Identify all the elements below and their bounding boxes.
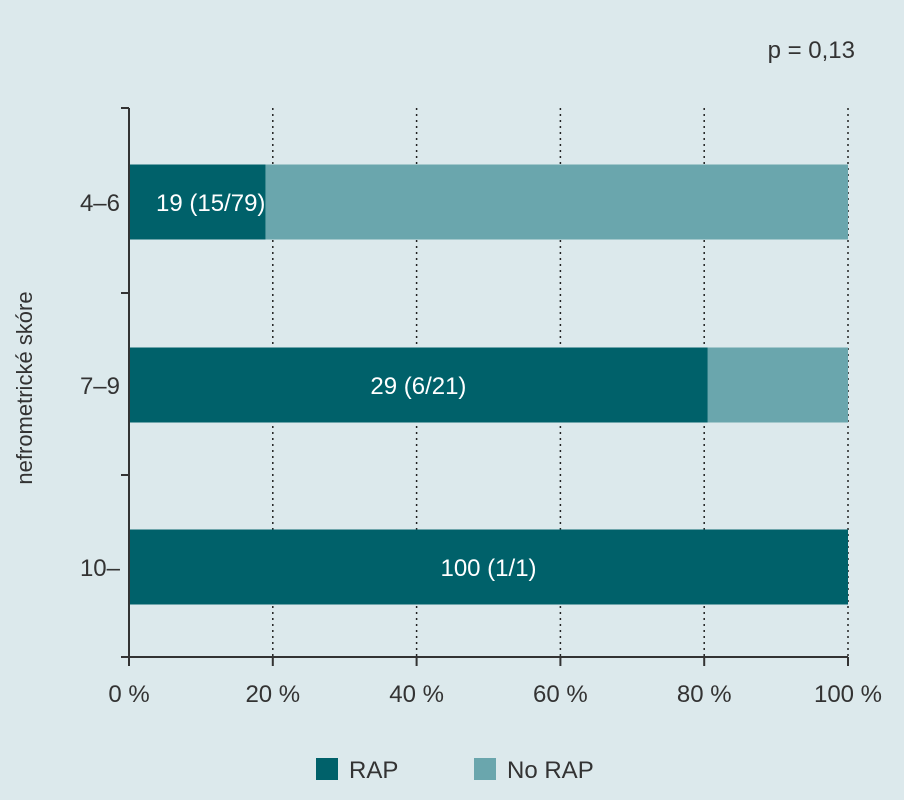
legend-label-2: No RAP [507,757,594,784]
legend-swatch-1 [316,758,338,780]
x-tick-label-40: 40 % [389,681,444,708]
category-label-2: 7–9 [80,373,120,400]
bars-layer: 19 (15/79) 29 (6/21) 100 (1/1) [129,164,848,605]
bar-rap-2 [129,347,708,423]
category-label-1: 4–6 [80,190,120,217]
bar-data-label-2: 29 (6/21) [370,373,466,400]
p-value-annotation: p = 0,13 [768,37,855,64]
x-tick-label-60: 60 % [533,681,588,708]
axis-layer: 4–6 7–9 10– 0 % 20 % 40 % 60 % 80 % 100 % [80,107,882,708]
bar-rap-3 [129,529,848,605]
x-tick-label-0: 0 % [108,681,149,708]
bar-data-label-3: 100 (1/1) [440,555,536,582]
legend: RAP No RAP [316,757,594,784]
bar-data-label-1: 19 (15/79) [156,190,265,217]
bar-rap-1 [129,164,266,240]
x-tick-label-80: 80 % [677,681,732,708]
legend-swatch-2 [474,758,496,780]
x-tick-label-100: 100 % [814,681,882,708]
x-tick-label-20: 20 % [245,681,300,708]
bar-no-rap-2 [707,347,848,423]
category-label-3: 10– [80,555,121,582]
y-axis-label: nefrometrické skóre [12,291,37,484]
legend-label-1: RAP [349,757,398,784]
bar-no-rap-1 [265,164,848,240]
